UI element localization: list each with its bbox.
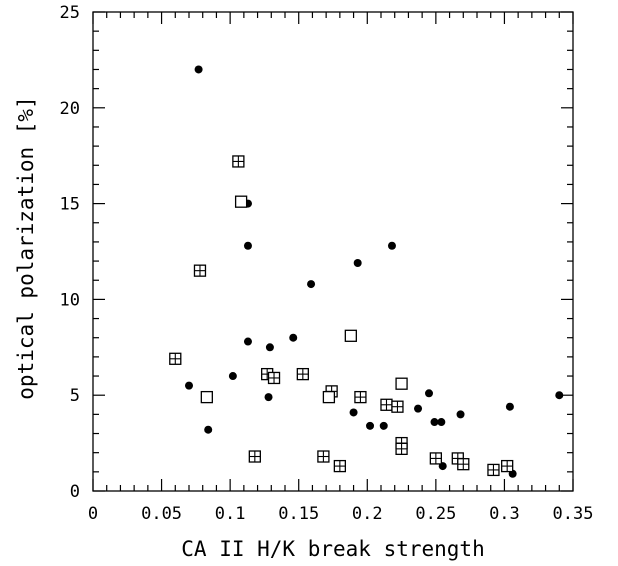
x-tick-label: 0.25	[415, 504, 456, 524]
point-box	[344, 329, 357, 342]
point-box	[234, 195, 248, 208]
x-tick-label: 0.05	[141, 504, 182, 524]
y-tick-label: 0	[70, 482, 80, 502]
point-box	[322, 390, 336, 404]
point-filled-circle	[366, 421, 375, 430]
point-box	[200, 390, 213, 404]
point-boxed-plus	[380, 398, 393, 411]
point-filled-circle	[264, 393, 273, 402]
point-boxed-plus	[232, 155, 245, 168]
point-boxed-plus	[333, 459, 347, 473]
point-boxed-plus	[267, 371, 281, 385]
x-tick-label: 0.35	[553, 504, 594, 524]
point-filled-circle	[289, 333, 298, 342]
point-filled-circle	[243, 241, 252, 250]
x-axis-title: CA II H/K break strength	[181, 537, 484, 561]
point-filled-circle	[425, 389, 433, 398]
y-axis-title: optical polarization [%]	[14, 96, 38, 399]
point-filled-circle	[265, 343, 274, 352]
point-open-square	[344, 329, 357, 342]
point-boxed-plus	[296, 367, 309, 381]
point-filled-circle	[349, 408, 358, 417]
point-open-square	[322, 390, 336, 404]
y-tick-label: 5	[70, 386, 80, 406]
point-open-square	[234, 195, 248, 208]
point-filled-circle	[379, 421, 388, 430]
point-filled-circle	[437, 418, 446, 427]
point-filled-circle	[430, 418, 439, 427]
point-filled-circle	[414, 404, 423, 413]
point-box	[395, 377, 408, 390]
x-tick-label: 0.3	[489, 504, 520, 524]
point-boxed-plus	[457, 458, 470, 471]
point-filled-circle	[555, 391, 564, 400]
x-tick-label: 0.1	[215, 504, 246, 524]
x-tick-label: 0.15	[278, 504, 319, 524]
point-filled-circle	[353, 258, 362, 267]
point-boxed-plus	[429, 452, 443, 465]
x-tick-label: 0	[88, 504, 98, 524]
point-filled-circle	[307, 280, 316, 289]
point-boxed-plus	[395, 442, 408, 455]
plot-area	[92, 11, 574, 492]
y-tick-label: 10	[60, 290, 80, 310]
point-boxed-plus	[501, 459, 514, 473]
point-filled-circle	[387, 241, 396, 250]
point-open-square	[200, 390, 213, 404]
y-tick-label: 20	[60, 99, 80, 119]
plot-frame	[92, 11, 574, 492]
y-tick-label: 15	[60, 195, 80, 215]
point-filled-circle	[228, 372, 237, 381]
data-points	[169, 65, 564, 478]
point-filled-circle	[456, 410, 465, 419]
y-tick-label: 25	[60, 3, 80, 23]
point-boxed-plus	[248, 450, 261, 463]
point-filled-circle	[185, 381, 193, 390]
point-boxed-plus	[391, 400, 404, 413]
x-tick-label: 0.2	[352, 504, 383, 524]
point-filled-circle	[243, 337, 252, 346]
point-filled-circle	[194, 65, 203, 74]
point-boxed-plus	[354, 390, 367, 404]
point-boxed-plus	[487, 463, 500, 477]
point-filled-circle	[204, 425, 213, 434]
point-boxed-plus	[317, 450, 330, 463]
point-boxed-plus	[169, 352, 182, 365]
point-open-square	[395, 377, 408, 390]
point-boxed-plus	[193, 264, 207, 277]
point-filled-circle	[505, 402, 514, 411]
axis-ticks	[92, 11, 574, 492]
tick-labels: 0 0.05 0.1 0.15 0.2 0.25 0.3 0.35 0 5 10 15 20 25	[60, 3, 594, 524]
